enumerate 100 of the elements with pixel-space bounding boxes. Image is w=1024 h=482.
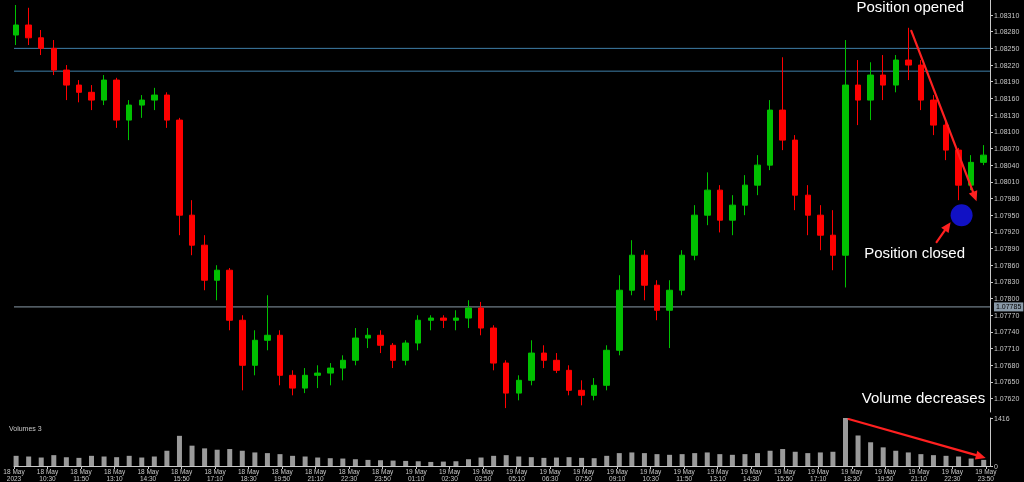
- candlestick: [25, 7, 32, 46]
- bar: [579, 457, 585, 466]
- candlestick: [201, 234, 208, 291]
- bar: [252, 452, 258, 466]
- bar: [541, 457, 547, 466]
- candlestick: [289, 369, 296, 396]
- bar: [641, 453, 647, 466]
- candlestick: [528, 339, 535, 386]
- bar: [817, 452, 823, 466]
- bar: [63, 457, 69, 466]
- bar: [440, 461, 446, 466]
- candlestick: [641, 249, 648, 301]
- candlestick: [503, 359, 509, 409]
- bar: [930, 455, 936, 466]
- candlestick: [541, 344, 547, 369]
- bar: [365, 459, 371, 466]
- candlestick: [666, 279, 673, 349]
- candlestick: [440, 314, 447, 329]
- candlestick: [717, 184, 723, 233]
- candlestick: [352, 327, 359, 366]
- candlestick: [390, 342, 396, 369]
- candlestick: [428, 314, 434, 331]
- candlestick: [478, 301, 484, 336]
- candlestick: [453, 309, 459, 331]
- candlestick: [629, 239, 635, 296]
- candlestick: [980, 144, 987, 166]
- bar: [729, 454, 735, 466]
- candlestick: [754, 154, 761, 196]
- candlestick: [252, 329, 258, 376]
- candlestick: [729, 194, 736, 236]
- bar: [164, 450, 170, 466]
- bar: [76, 457, 82, 466]
- candlestick: [226, 267, 233, 331]
- bar: [378, 460, 384, 466]
- bar: [327, 458, 333, 466]
- bar: [780, 449, 786, 466]
- candlestick: [779, 56, 786, 151]
- bar: [315, 457, 321, 466]
- bar: [139, 457, 145, 466]
- candlestick: [164, 91, 170, 129]
- bar: [51, 455, 57, 466]
- bar: [893, 450, 899, 466]
- bar: [767, 450, 773, 466]
- bar: [38, 457, 44, 466]
- bar: [151, 456, 157, 466]
- bar: [202, 448, 208, 466]
- candlestick: [51, 39, 57, 76]
- bar: [943, 455, 949, 466]
- bar: [227, 449, 233, 466]
- candlestick: [239, 314, 246, 391]
- candlestick: [704, 171, 711, 226]
- bar: [842, 418, 848, 466]
- candlestick: [830, 209, 836, 271]
- bar: [868, 442, 874, 466]
- bar: [302, 456, 308, 466]
- candlestick: [176, 117, 183, 236]
- candlestick: [792, 134, 798, 211]
- annotation: Position opened: [856, 0, 965, 15]
- bar: [189, 445, 195, 466]
- bar: [956, 456, 962, 466]
- candlestick: [490, 324, 497, 371]
- candlestick: [76, 79, 82, 103]
- bar: [880, 447, 886, 466]
- bar: [755, 453, 761, 466]
- candlestick: [189, 199, 195, 256]
- candlestick: [264, 294, 271, 351]
- candlestick: [918, 59, 924, 111]
- candlestick: [591, 377, 597, 401]
- candlestick: [277, 329, 283, 386]
- bar: [667, 454, 673, 466]
- bar: [126, 455, 132, 466]
- candlestick: [566, 364, 572, 396]
- bar: [805, 453, 811, 466]
- candlestick: [113, 77, 120, 129]
- bar: [214, 449, 220, 466]
- bar: [717, 454, 723, 466]
- bar: [679, 454, 685, 466]
- candlestick: [402, 339, 409, 366]
- bar: [604, 455, 610, 466]
- bar: [403, 460, 409, 466]
- bar: [491, 455, 497, 466]
- bar: [616, 453, 622, 466]
- candlestick: [553, 352, 560, 374]
- candlestick: [905, 27, 912, 81]
- candlestick: [302, 367, 308, 394]
- bar: [290, 455, 296, 466]
- candlestick: [893, 54, 899, 93]
- bar: [905, 452, 911, 466]
- bar: [629, 452, 635, 466]
- candlestick: [63, 64, 70, 101]
- bar: [692, 453, 698, 466]
- bar: [830, 451, 836, 466]
- bar: [516, 456, 522, 466]
- annotation: Volume decreases: [861, 389, 986, 406]
- bar: [26, 456, 32, 466]
- bar: [352, 459, 358, 466]
- candlestick: [679, 249, 685, 296]
- candlestick: [151, 87, 158, 111]
- candlestick: [578, 379, 585, 406]
- bar: [503, 455, 509, 466]
